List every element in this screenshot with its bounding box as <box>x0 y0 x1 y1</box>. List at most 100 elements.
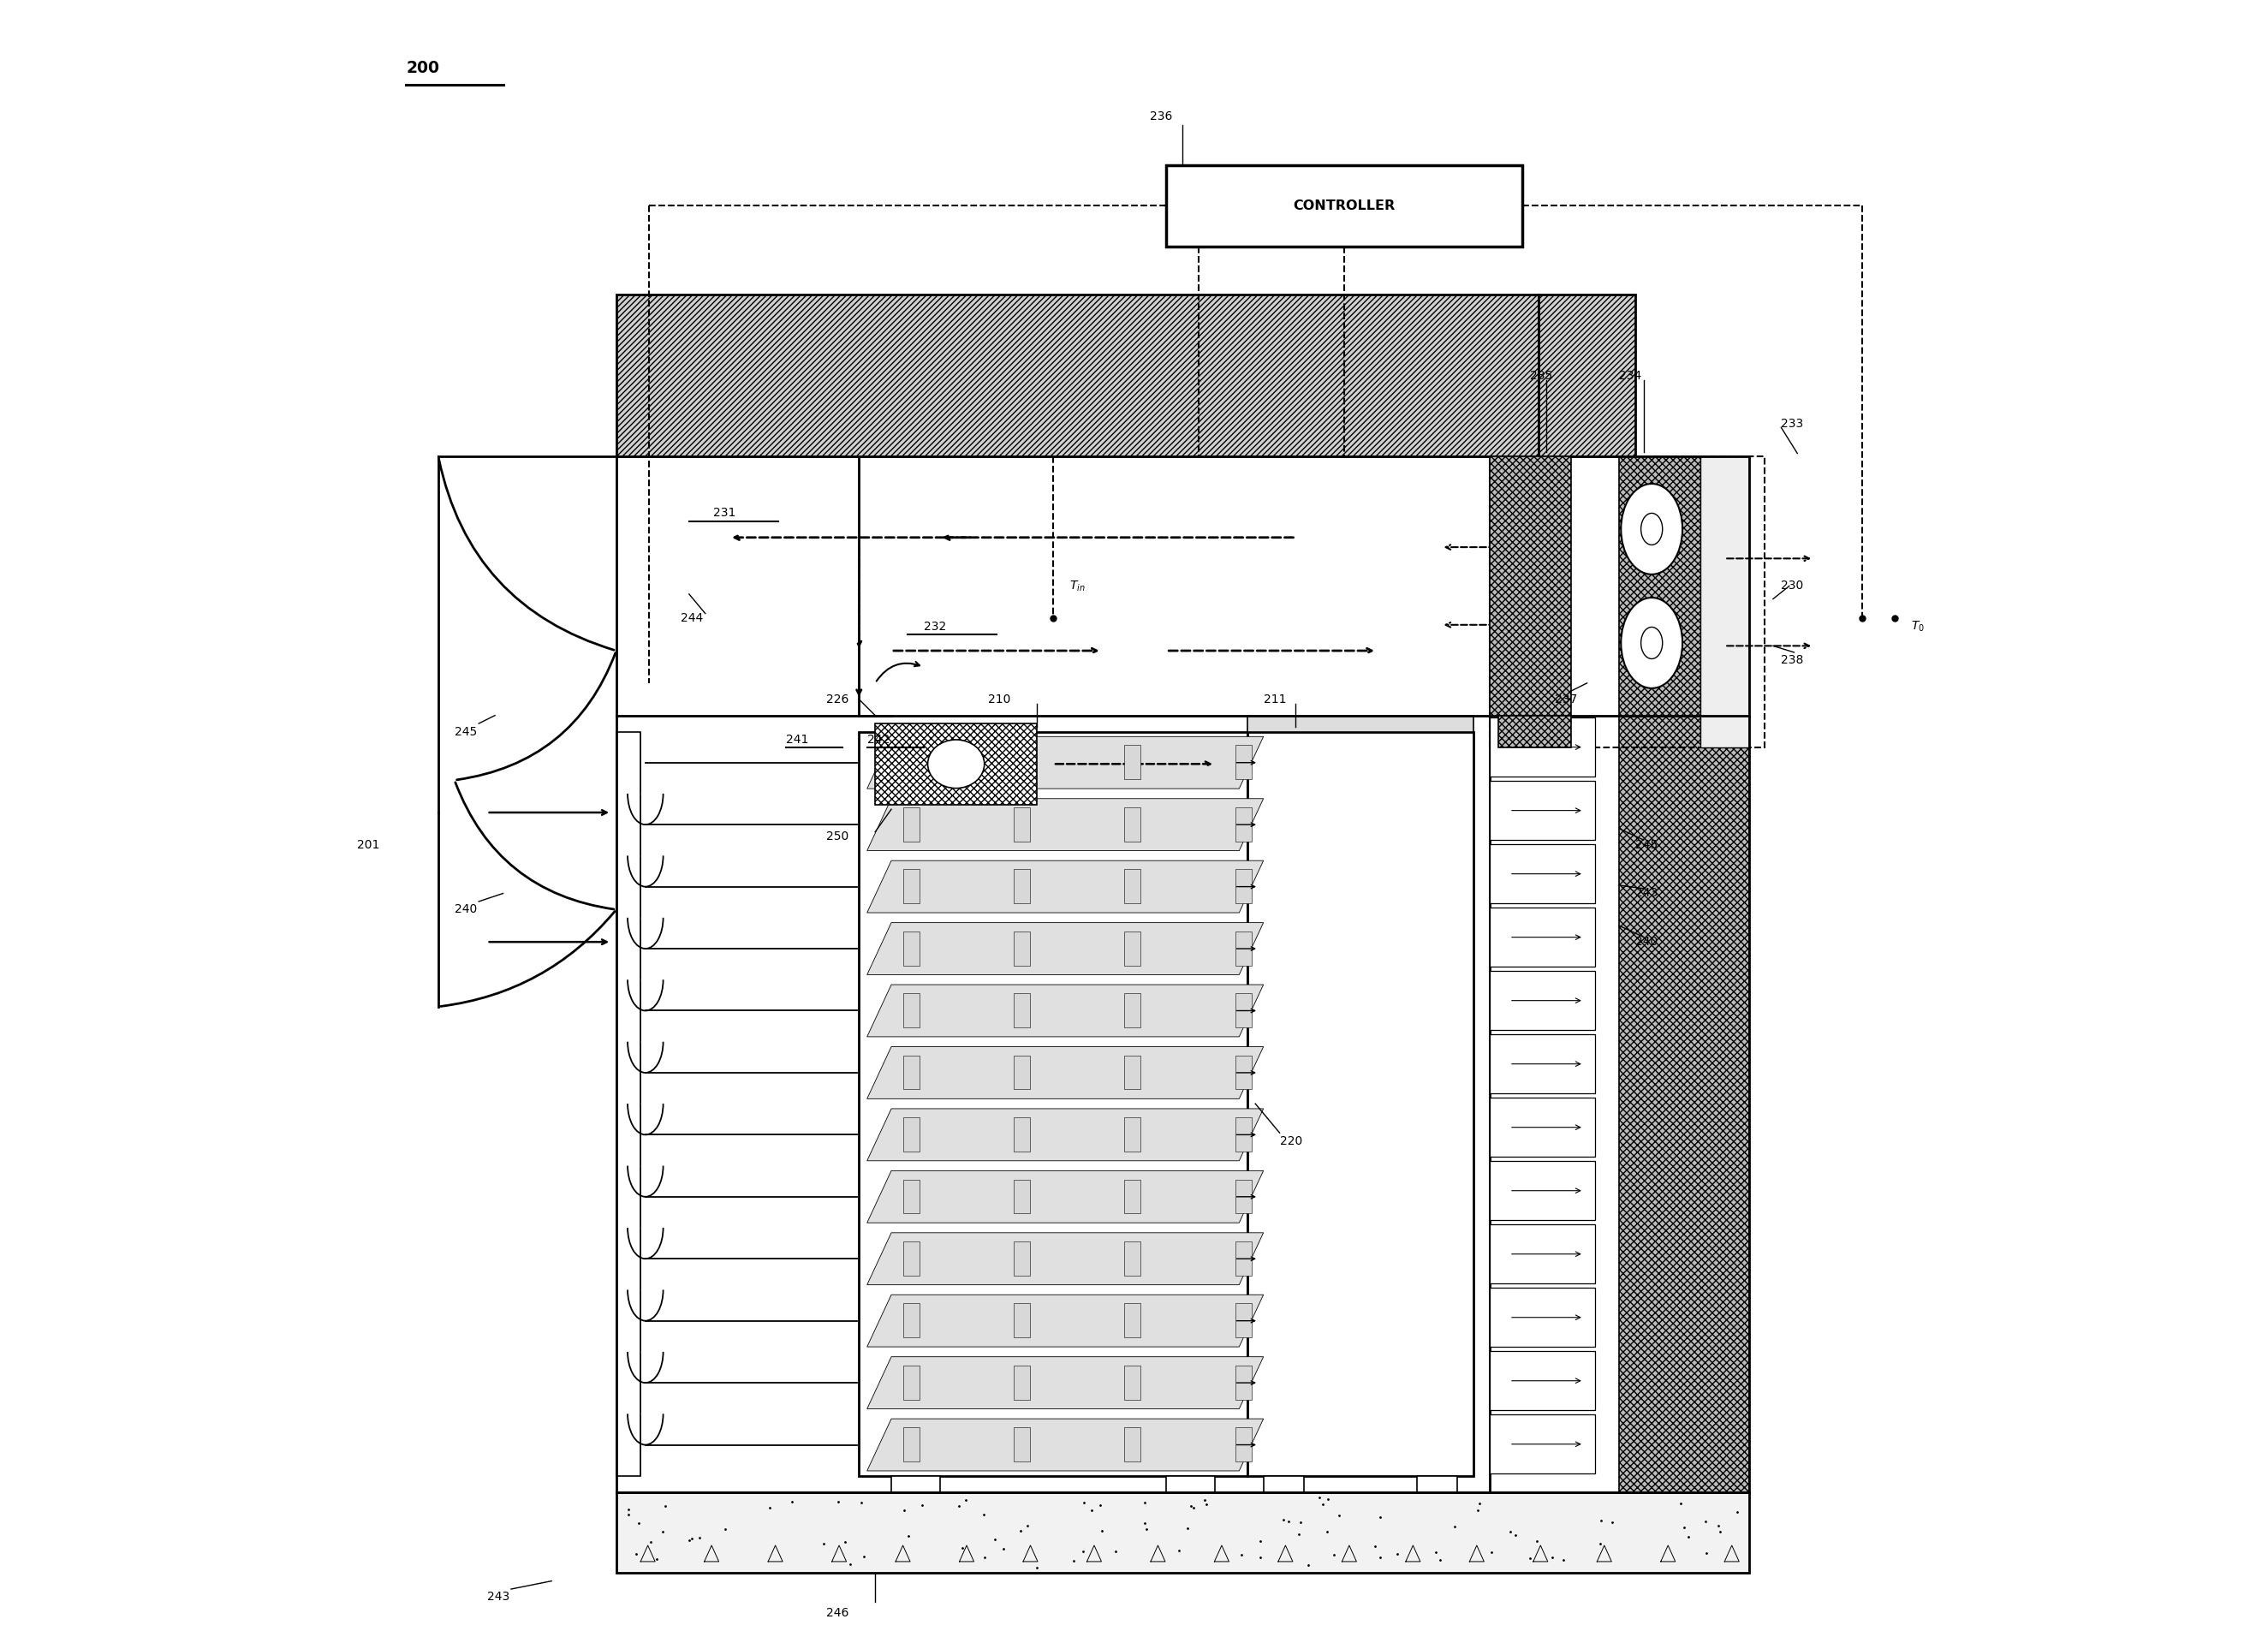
Polygon shape <box>866 923 1263 975</box>
Text: 240: 240 <box>454 904 476 915</box>
Bar <box>1490 1287 1594 1347</box>
Bar <box>1236 1427 1252 1461</box>
Bar <box>860 731 1247 1476</box>
Bar <box>903 746 919 780</box>
Bar <box>1236 993 1252 1027</box>
Polygon shape <box>866 1295 1263 1347</box>
Bar <box>1125 1118 1141 1152</box>
Text: $T_0$: $T_0$ <box>1910 619 1923 634</box>
Bar <box>1247 731 1474 1476</box>
Text: 201: 201 <box>358 838 381 852</box>
Bar <box>903 808 919 842</box>
Ellipse shape <box>1622 484 1683 574</box>
Bar <box>875 723 1036 804</box>
Bar <box>1701 457 1749 748</box>
Text: 236: 236 <box>1150 111 1173 124</box>
Bar <box>891 1476 939 1492</box>
Bar <box>1125 808 1141 842</box>
Ellipse shape <box>928 739 984 788</box>
Bar <box>621 920 640 978</box>
Bar <box>1014 1242 1030 1276</box>
Bar <box>1014 1055 1030 1089</box>
Bar <box>621 1415 640 1474</box>
Bar <box>1014 808 1030 842</box>
Bar <box>903 1118 919 1152</box>
Text: 233: 233 <box>1780 418 1803 431</box>
Bar <box>1125 931 1141 965</box>
Bar <box>1236 1303 1252 1337</box>
Bar <box>1014 869 1030 904</box>
Bar <box>1490 907 1594 967</box>
Text: 242: 242 <box>866 734 889 746</box>
Polygon shape <box>866 1046 1263 1099</box>
Bar <box>1490 1414 1594 1474</box>
Ellipse shape <box>1622 598 1683 689</box>
Bar <box>1236 1180 1252 1214</box>
Bar <box>1236 931 1252 965</box>
Bar <box>1619 457 1749 1492</box>
Bar <box>1125 1055 1141 1089</box>
Polygon shape <box>866 861 1263 913</box>
Text: 250: 250 <box>826 830 848 843</box>
Bar <box>1490 780 1594 840</box>
Bar <box>1490 1034 1594 1094</box>
Bar <box>1014 1365 1030 1399</box>
Bar <box>1490 843 1594 904</box>
Bar <box>1125 1427 1141 1461</box>
Bar <box>621 733 640 791</box>
Text: 210: 210 <box>989 694 1012 705</box>
Polygon shape <box>866 1170 1263 1222</box>
Bar <box>903 869 919 904</box>
Polygon shape <box>866 985 1263 1037</box>
Text: 243: 243 <box>488 1591 510 1604</box>
Bar <box>1014 993 1030 1027</box>
Bar <box>621 1292 640 1350</box>
Polygon shape <box>866 798 1263 850</box>
Text: 234: 234 <box>1619 369 1642 382</box>
Bar <box>1125 993 1141 1027</box>
Bar <box>903 1055 919 1089</box>
Bar <box>1125 1303 1141 1337</box>
Bar <box>1125 1242 1141 1276</box>
Polygon shape <box>866 1233 1263 1285</box>
Text: $T_{in}$: $T_{in}$ <box>1068 578 1086 593</box>
Bar <box>903 1180 919 1214</box>
Bar <box>1014 931 1030 965</box>
Bar <box>1166 1476 1216 1492</box>
Text: 231: 231 <box>714 507 735 520</box>
Text: 220: 220 <box>1279 1134 1302 1147</box>
Text: 245: 245 <box>1635 838 1658 852</box>
Bar <box>1236 869 1252 904</box>
Ellipse shape <box>1642 514 1662 544</box>
Text: 232: 232 <box>923 621 946 632</box>
Bar <box>1263 1476 1304 1492</box>
Bar <box>1014 1427 1030 1461</box>
Bar <box>617 294 1538 457</box>
Text: 237: 237 <box>1554 694 1576 705</box>
Bar <box>1166 166 1522 247</box>
Text: 244: 244 <box>680 613 703 624</box>
Bar <box>621 1105 640 1163</box>
Bar <box>1418 1476 1458 1492</box>
Bar <box>617 731 640 1476</box>
Bar <box>1236 746 1252 780</box>
Text: 243: 243 <box>1635 887 1658 899</box>
Bar <box>1125 1180 1141 1214</box>
Bar <box>1125 1365 1141 1399</box>
Bar <box>1247 715 1474 731</box>
Bar <box>1499 715 1572 748</box>
Text: 211: 211 <box>1263 694 1286 705</box>
Bar <box>1490 457 1765 748</box>
Text: 240: 240 <box>1635 936 1658 947</box>
Bar <box>1014 1180 1030 1214</box>
Text: 230: 230 <box>1780 580 1803 592</box>
Bar <box>1014 1118 1030 1152</box>
Text: CONTROLLER: CONTROLLER <box>1293 200 1395 213</box>
Polygon shape <box>866 1108 1263 1160</box>
Bar <box>621 858 640 916</box>
Text: 238: 238 <box>1780 655 1803 666</box>
Bar <box>1490 1350 1594 1410</box>
Bar <box>1236 808 1252 842</box>
Bar <box>1125 746 1141 780</box>
FancyArrowPatch shape <box>440 912 615 1006</box>
